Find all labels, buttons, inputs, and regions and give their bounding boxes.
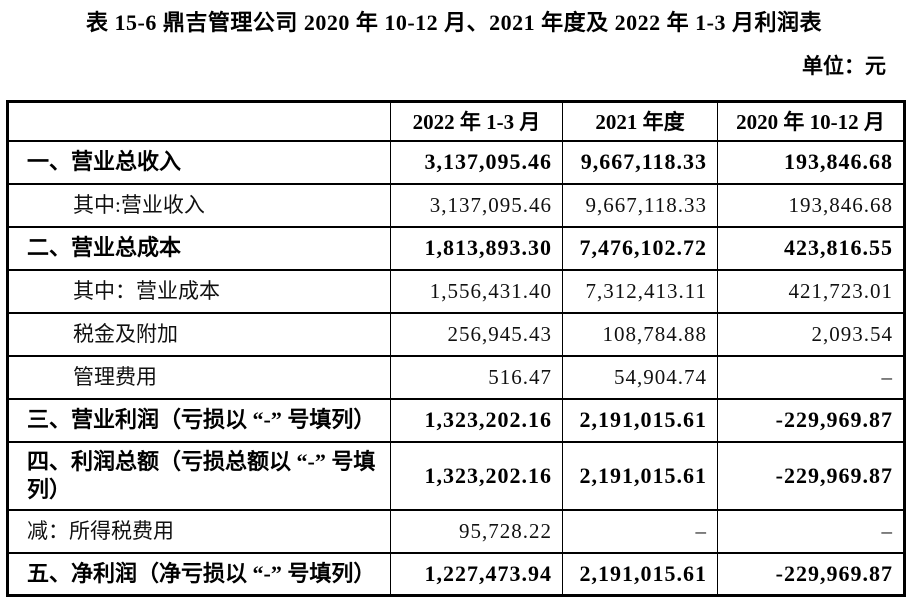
cell-value: 108,784.88 — [562, 311, 718, 357]
period-column-header: 2020 年 10-12 月 — [717, 100, 905, 142]
table-row: 减：所得税费用 95,728.22– – — [7, 508, 905, 554]
table-row: 其中：营业成本 1,556,431.40 7,312,413.11 421,723.0… — [7, 268, 905, 314]
cell-value: 256,945.43 — [390, 311, 563, 357]
cell-value: -229,969.87 — [717, 397, 905, 443]
cell-value: 54,904.74 — [562, 354, 718, 400]
cell-value: 1,813,893.30 — [390, 225, 563, 271]
cell-value: 3,137,095.46 — [390, 182, 563, 228]
table-row: 一、营业总收入 3,137,095.46 9,667,118.33 193,846.6… — [7, 139, 905, 185]
cell-value: 95,728.22 — [390, 508, 563, 554]
row-label: 其中：营业成本 — [7, 268, 391, 314]
cell-value: 193,846.68 — [717, 182, 905, 228]
cell-value: 1,556,431.40 — [390, 268, 563, 314]
unit-label: 单位：元 — [802, 54, 886, 78]
period-column-header: 2021 年度 — [562, 100, 718, 142]
cell-value: – — [562, 508, 718, 554]
cell-value: 2,191,015.61 — [562, 551, 718, 597]
cell-value: 3,137,095.46 — [390, 139, 563, 185]
cell-value: 2,191,015.61 — [562, 397, 718, 443]
row-label: 二、营业总成本 — [7, 225, 391, 271]
row-label: 税金及附加 — [7, 311, 391, 357]
cell-value: 7,476,102.72 — [562, 225, 718, 271]
table-row: 税金及附加 256,945.43 108,784.88 2,093.54 — [7, 311, 905, 357]
cell-value: 516.47 — [390, 354, 563, 400]
cell-value: 2,093.54 — [717, 311, 905, 357]
row-label: 四、利润总额（亏损总额以 “-” 号填列） — [7, 440, 391, 511]
table-row: 其中:营业收入 3,137,095.46 9,667,118.33 193,846.6… — [7, 182, 905, 228]
cell-value: -229,969.87 — [717, 551, 905, 597]
cell-value: 9,667,118.33 — [562, 139, 718, 185]
cell-value: 2,191,015.61 — [562, 440, 718, 511]
cell-value: 193,846.68 — [717, 139, 905, 185]
cell-value: 1,323,202.16 — [390, 440, 563, 511]
period-column-header: 2022 年 1-3 月 — [390, 100, 563, 142]
cell-value: 421,723.01 — [717, 268, 905, 314]
profit-table: 2022 年 1-3 月 2021 年度 2020 年 10-12 月 一、营业总收… — [6, 100, 906, 597]
cell-value: – — [717, 354, 905, 400]
cell-value: 1,323,202.16 — [390, 397, 563, 443]
item-column-header — [7, 100, 391, 142]
row-label: 管理费用 — [7, 354, 391, 400]
cell-value: -229,969.87 — [717, 440, 905, 511]
row-label: 其中:营业收入 — [7, 182, 391, 228]
table-row: 二、营业总成本 1,813,893.30 7,476,102.72 423,816.5… — [7, 225, 905, 271]
table-header-row: 2022 年 1-3 月 2021 年度 2020 年 10-12 月 — [7, 100, 905, 142]
table-row: 四、利润总额（亏损总额以 “-” 号填列） 1,323,202.16 2,191,0… — [7, 440, 905, 511]
page-title: 表 15-6 鼎吉管理公司 2020 年 10-12 月、2021 年度及 20… — [86, 10, 822, 35]
cell-value: 1,227,473.94 — [390, 551, 563, 597]
row-label: 三、营业利润（亏损以 “-” 号填列） — [7, 397, 391, 443]
cell-value: 7,312,413.11 — [562, 268, 718, 314]
table-row: 管理费用 516.47 54,904.74– — [7, 354, 905, 400]
row-label: 一、营业总收入 — [7, 139, 391, 185]
row-label: 减：所得税费用 — [7, 508, 391, 554]
cell-value: 9,667,118.33 — [562, 182, 718, 228]
row-label: 五、净利润（净亏损以 “-” 号填列） — [7, 551, 391, 597]
table-row: 三、营业利润（亏损以 “-” 号填列） 1,323,202.16 2,191,015… — [7, 397, 905, 443]
cell-value: 423,816.55 — [717, 225, 905, 271]
cell-value: – — [717, 508, 905, 554]
table-row: 五、净利润（净亏损以 “-” 号填列） 1,227,473.94 2,191,015… — [7, 551, 905, 597]
